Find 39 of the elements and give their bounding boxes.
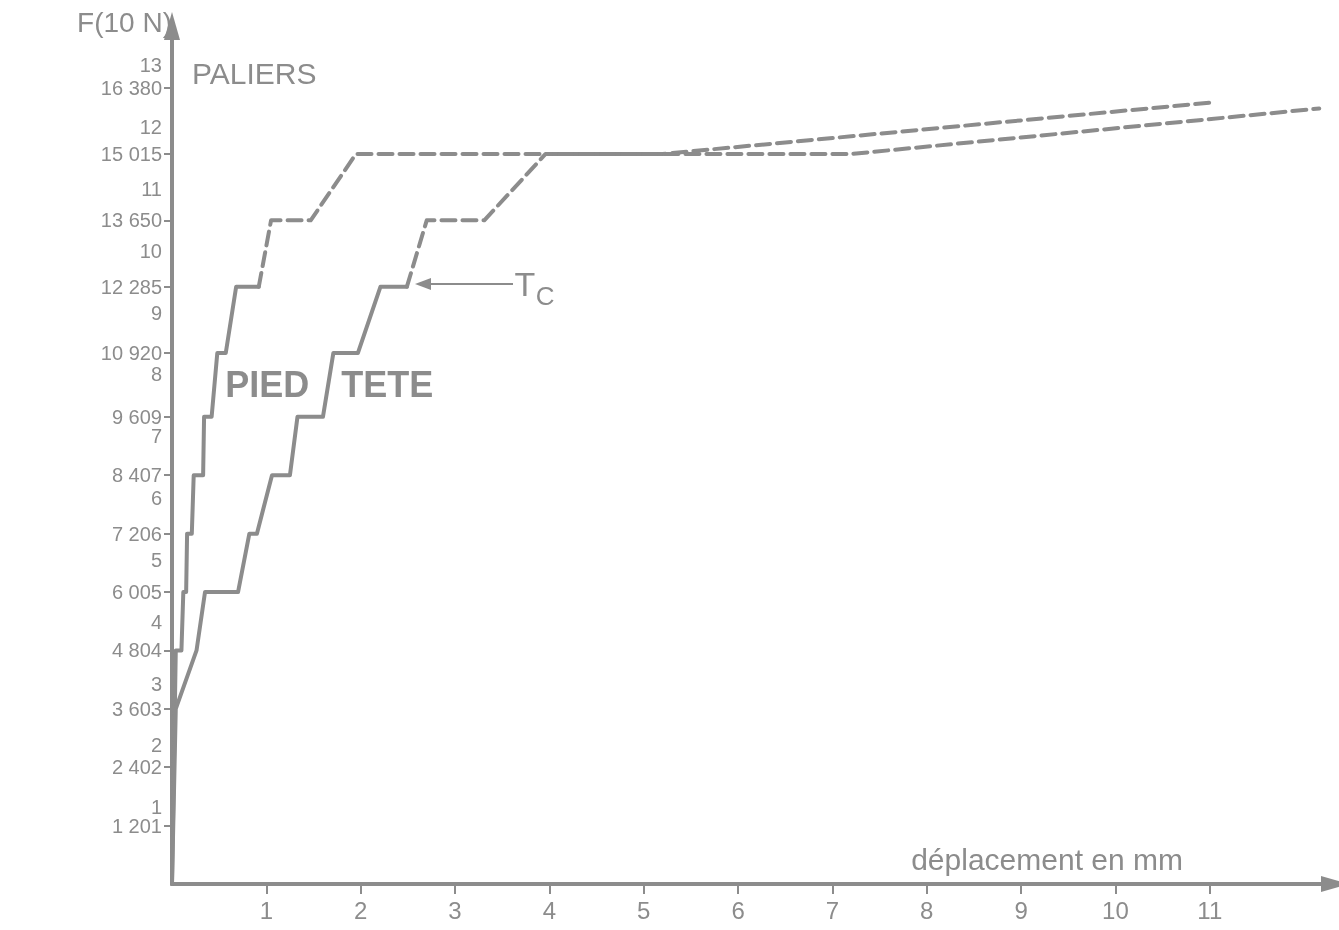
y-tick-label: 15 015 — [100, 142, 162, 165]
y-tick-label: 9 609 — [111, 405, 162, 428]
y-tick-label: 2 402 — [111, 756, 162, 779]
y-tick-label: 16 380 — [100, 76, 162, 99]
y2-tick-label: 2 — [150, 734, 162, 757]
y-tick-label: 4 804 — [111, 639, 162, 662]
y2-tick-label: 6 — [150, 487, 162, 510]
y2-tick-label: 4 — [150, 610, 162, 633]
y-tick-label: 10 920 — [100, 342, 162, 365]
series-label: PIED — [225, 364, 310, 406]
x-tick-label: 5 — [637, 896, 651, 924]
y2-tick-label: 13 — [139, 54, 162, 77]
x-tick-label: 9 — [1014, 896, 1028, 924]
y2-axis-title: PALIERS — [192, 56, 317, 90]
y2-tick-label: 5 — [150, 548, 162, 571]
x-tick-label: 11 — [1197, 896, 1223, 924]
x-tick-label: 8 — [920, 896, 934, 924]
y-tick-label: 3 603 — [111, 697, 162, 720]
y2-tick-label: 11 — [141, 177, 162, 200]
x-tick-label: 3 — [448, 896, 462, 924]
y2-tick-label: 8 — [150, 363, 162, 386]
x-tick-label: 6 — [731, 896, 745, 924]
x-tick-label: 10 — [1102, 896, 1129, 924]
y2-tick-label: 7 — [150, 425, 162, 448]
y2-tick-label: 10 — [139, 239, 162, 262]
x-tick-label: 4 — [542, 896, 557, 924]
y-tick-label: 7 206 — [111, 522, 162, 545]
series-label: TETE — [341, 364, 434, 406]
x-axis-title: déplacement en mm — [911, 842, 1183, 876]
x-tick-label: 1 — [259, 896, 274, 924]
y2-tick-label: 12 — [139, 116, 162, 139]
x-tick-label: 7 — [825, 896, 840, 924]
y-tick-label: 8 407 — [111, 464, 162, 487]
y-tick-label: 6 005 — [111, 581, 162, 604]
y2-tick-label: 3 — [150, 672, 162, 695]
x-tick-label: 2 — [354, 896, 368, 924]
y2-tick-label: 9 — [150, 301, 162, 324]
y-tick-label: 12 285 — [100, 275, 162, 298]
y-tick-label: 13 650 — [100, 209, 162, 232]
